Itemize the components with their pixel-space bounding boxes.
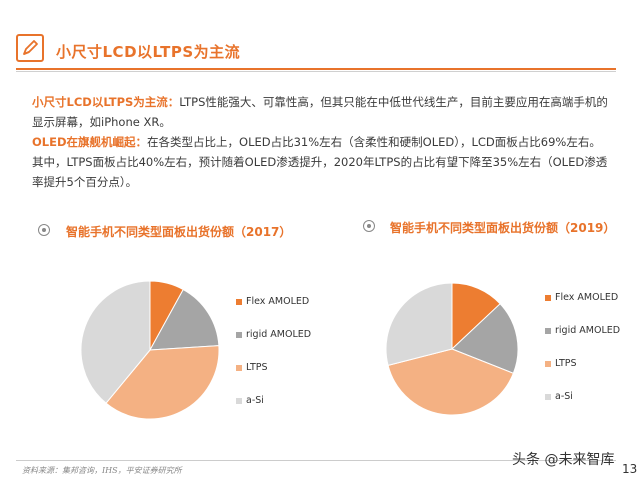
legend-swatch — [236, 397, 242, 404]
title-underline-secondary — [16, 71, 616, 72]
pencil-icon — [16, 34, 44, 62]
pie-slice-rigid-amoled — [451, 303, 519, 374]
legend-label: LTPS — [555, 358, 577, 369]
chart-title-2019: 智能手机不同类型面板出货份额（2019） — [390, 221, 616, 235]
slide-header: 小尺寸LCD以LTPS为主流 — [0, 0, 640, 78]
legend-item: a-Si — [545, 391, 573, 402]
chart-title-2017: 智能手机不同类型面板出货份额（2017） — [66, 225, 292, 239]
pie-slice-a-si — [80, 280, 151, 404]
legend-item: Flex AMOLED — [545, 292, 618, 303]
pie-slice-ltps — [387, 348, 515, 416]
legend-swatch — [236, 331, 242, 338]
paragraph-lead: 小尺寸LCD以LTPS为主流： — [32, 95, 180, 109]
slide-title: 小尺寸LCD以LTPS为主流 — [56, 43, 241, 61]
legend-label: LTPS — [246, 362, 268, 373]
chart-bullet-icon — [38, 224, 50, 236]
legend-item: Flex AMOLED — [236, 296, 309, 307]
legend-label: Flex AMOLED — [555, 292, 619, 303]
paragraph-lead: OLED在旗舰机崛起： — [32, 135, 148, 149]
legend-item: a-Si — [236, 395, 264, 406]
paragraph-oled: OLED在旗舰机崛起：在各类型占比上，OLED占比31%左右（含柔性和硬制OLE… — [32, 132, 612, 192]
legend-label: rigid AMOLED — [555, 325, 621, 336]
pie-slice-a-si — [385, 282, 453, 367]
legend-item: LTPS — [545, 358, 577, 369]
legend-swatch — [545, 360, 551, 367]
legend-swatch — [545, 393, 551, 400]
legend-item: LTPS — [236, 362, 268, 373]
pie-chart-2017 — [80, 280, 220, 420]
pie-chart-2019 — [385, 282, 519, 416]
legend-swatch — [545, 294, 551, 301]
paragraph-ltps: 小尺寸LCD以LTPS为主流：LTPS性能强大、可靠性高，但其只能在中低世代线生… — [32, 92, 612, 132]
legend-item: rigid AMOLED — [545, 325, 620, 336]
watermark: 头条 @未来智库 — [512, 452, 615, 468]
legend-swatch — [236, 364, 242, 371]
title-underline — [16, 68, 616, 70]
chart-bullet-icon — [363, 220, 375, 232]
legend-label: rigid AMOLED — [246, 329, 312, 340]
paragraph-body: 在各类型占比上，OLED占比31%左右（含柔性和硬制OLED），LCD面板占比6… — [32, 135, 608, 189]
pie-slice-rigid-amoled — [149, 288, 220, 351]
legend-label: Flex AMOLED — [246, 296, 310, 307]
page-number: 13 — [622, 462, 638, 476]
pie-slice-ltps — [105, 345, 220, 420]
legend-item: rigid AMOLED — [236, 329, 311, 340]
legend-label: a-Si — [555, 391, 573, 402]
footer-rule — [16, 460, 616, 461]
legend-swatch — [545, 327, 551, 334]
source-note: 资料来源：集邦咨询，IHS，平安证券研究所 — [22, 466, 182, 475]
legend-label: a-Si — [246, 395, 264, 406]
legend-swatch — [236, 298, 242, 305]
paragraph-body: LTPS性能强大、可靠性高，但其只能在中低世代线生产，目前主要应用在高端手机的显… — [32, 95, 608, 129]
